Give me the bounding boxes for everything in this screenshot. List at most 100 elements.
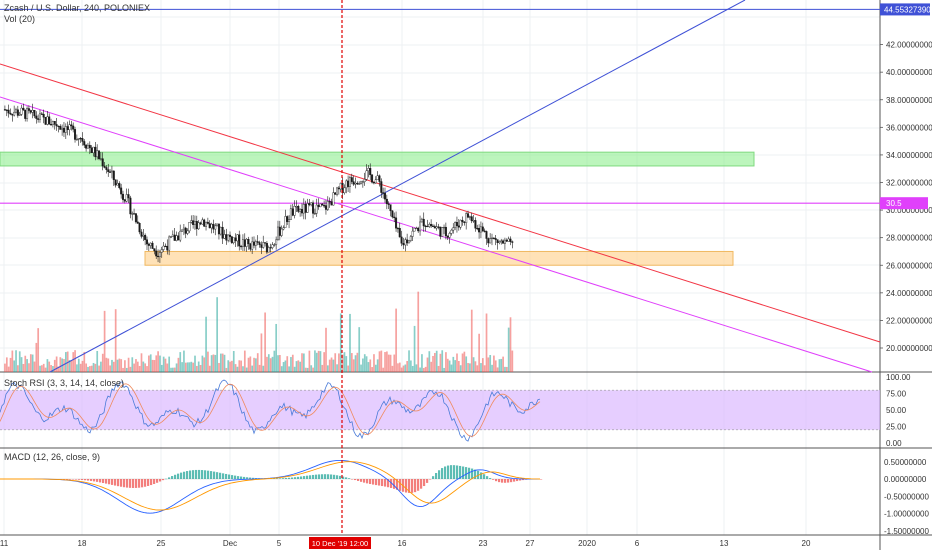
candle-body [20, 107, 23, 115]
candle-body [383, 192, 386, 200]
volume-bar [183, 350, 185, 372]
candle-body [35, 115, 38, 119]
candle-body [142, 234, 145, 237]
time-axis[interactable]: 11 18 25 Dec 5 16 23 27 2020 6 13 20 10 Dec '19 12:0… [0, 537, 811, 549]
volume-bar [42, 363, 45, 372]
candle-body [171, 234, 174, 237]
candle-body [487, 238, 490, 244]
volume-bar [125, 367, 128, 372]
candle-body [144, 234, 147, 240]
candle-body [112, 170, 115, 180]
macd-histogram-bar [474, 469, 477, 479]
volume-bar [105, 357, 108, 372]
macd-histogram-bar [69, 479, 72, 480]
volume-bar [46, 359, 49, 372]
volume-bar [22, 363, 25, 372]
candle-body [326, 201, 329, 210]
candle-body [267, 247, 270, 253]
macd-histogram-bar [312, 474, 315, 479]
candle-body [26, 108, 29, 119]
volume-bar [350, 353, 353, 372]
volume-bar [362, 358, 364, 372]
candle-body [402, 242, 405, 246]
macd-histogram-bar [75, 479, 78, 480]
macd-panel [0, 459, 543, 514]
macd-histogram-bar [330, 474, 333, 479]
candle-body [321, 203, 324, 206]
macd-histogram-bar [285, 478, 288, 479]
price-tick-label: 22.00000000 [886, 316, 932, 325]
candle-body [328, 201, 331, 203]
candle-body [406, 239, 409, 244]
resistance-zone[interactable] [0, 151, 755, 167]
volume-bar [343, 352, 346, 372]
candle-body [319, 203, 322, 208]
candle-body [44, 117, 47, 125]
price-tick-label: 42.00000000 [886, 41, 932, 50]
macd-histogram-bar [351, 479, 354, 480]
candle-body [468, 216, 471, 218]
candle-body [297, 206, 300, 212]
candle-body [155, 250, 158, 257]
candle-body [467, 213, 470, 218]
candle-body [92, 146, 95, 154]
volume-bar [177, 357, 180, 372]
volume-bar [68, 360, 71, 372]
volume-bar [382, 367, 385, 372]
trend-line-red[interactable] [0, 63, 881, 343]
volume-bar [376, 359, 379, 372]
macd-histogram-bar [153, 479, 156, 484]
time-tick-label: 11 [0, 539, 9, 548]
volume-bar [57, 366, 60, 372]
candle-body [282, 227, 285, 230]
volume-bar [319, 351, 322, 372]
macd-histogram-bar [357, 479, 360, 481]
candle-body [145, 239, 148, 245]
volume-bar [162, 356, 165, 372]
macd-label: MACD (12, 26, close, 9) [4, 452, 100, 462]
support-zone[interactable] [144, 250, 734, 266]
candle-body [428, 224, 431, 227]
candle-body [339, 183, 342, 190]
candle-body [157, 255, 160, 258]
volume-bar [159, 355, 161, 372]
candle-body [330, 201, 333, 206]
candle-body [419, 221, 422, 232]
stoch-rsi-label: Stoch RSI (3, 3, 14, 14, close) [4, 378, 124, 388]
candle-body [70, 124, 73, 127]
candle-body [509, 238, 512, 242]
candle-body [88, 144, 91, 149]
candle-body [280, 228, 283, 236]
candle-body [129, 197, 132, 215]
candle-body [380, 181, 383, 193]
volume-bar [398, 362, 401, 372]
candle-body [127, 194, 130, 199]
candle-body [369, 168, 372, 176]
volume-bar [260, 333, 263, 372]
macd-histogram-bar [423, 479, 426, 487]
volume-bar [291, 354, 294, 372]
price-axis[interactable]: 42.00000000 40.00000000 38.00000000 36.0000… [880, 3, 932, 536]
trend-line-magenta[interactable] [0, 96, 873, 373]
candle-body [40, 113, 43, 115]
volume-bar [463, 351, 466, 372]
macd-histogram-bar [93, 479, 96, 482]
volume-bar [18, 351, 21, 372]
volume-bar [26, 359, 28, 372]
volume-bar [234, 364, 237, 372]
macd-histogram-bar [432, 476, 435, 479]
candle-body [284, 216, 287, 228]
candle-body [415, 227, 418, 230]
macd-histogram-bar [198, 469, 201, 479]
trend-line-blue[interactable] [49, 0, 746, 373]
candle-body [300, 209, 303, 214]
candle-body [125, 194, 128, 202]
volume-bar [472, 357, 475, 372]
volume-bar [194, 355, 196, 372]
volume-bar [205, 316, 207, 372]
macd-histogram-bar [288, 477, 291, 479]
candle-body [354, 182, 357, 185]
macd-histogram-bar [381, 479, 384, 487]
candle-body [457, 225, 460, 228]
